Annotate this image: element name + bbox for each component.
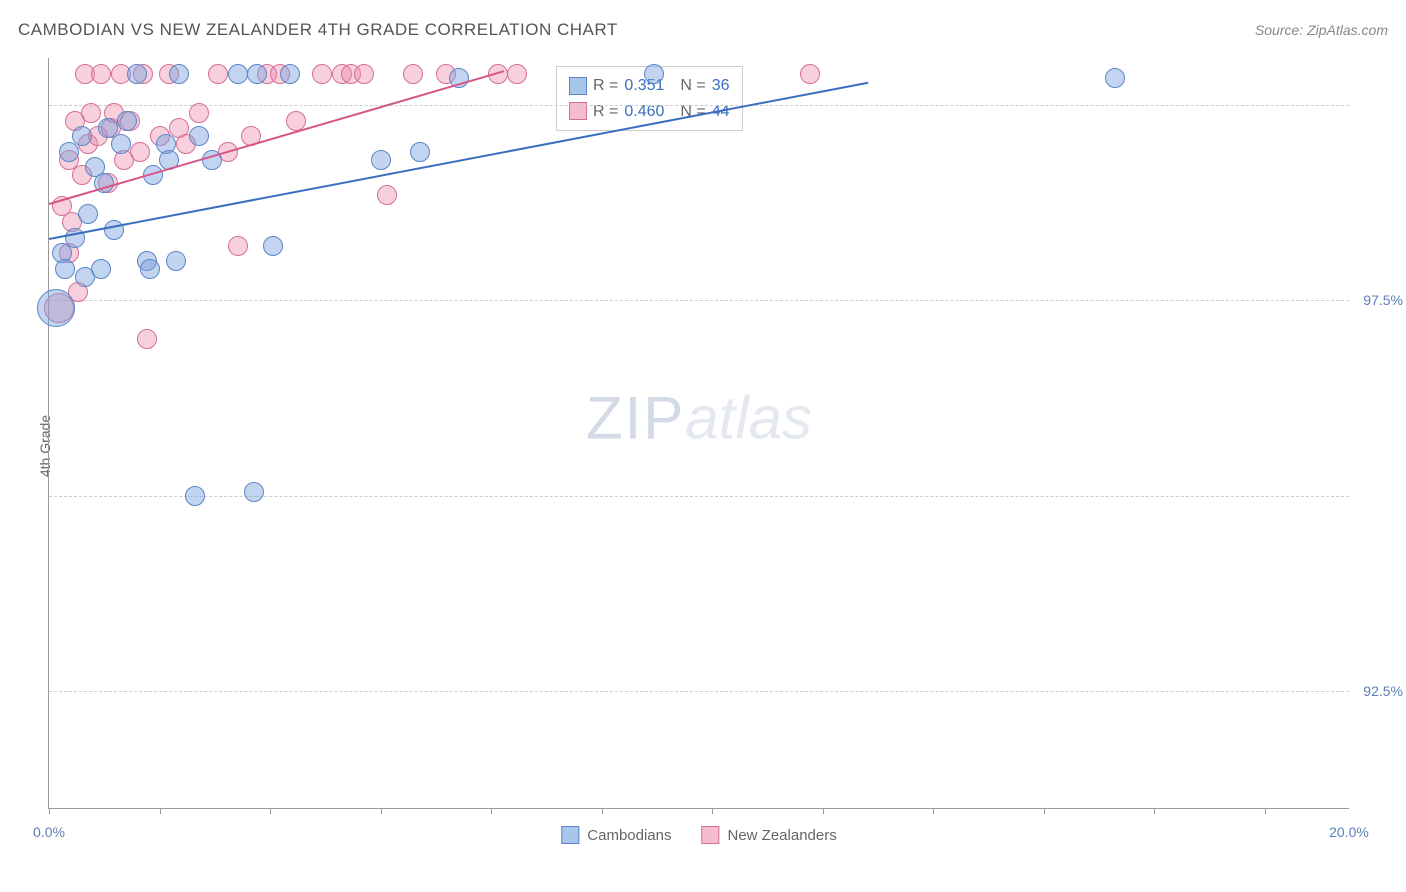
series-legend-item: Cambodians xyxy=(561,826,671,844)
data-point xyxy=(91,259,111,279)
chart-source: Source: ZipAtlas.com xyxy=(1255,22,1388,38)
watermark-atlas: atlas xyxy=(685,385,812,452)
x-tick xyxy=(381,808,382,814)
legend-r-label: R = xyxy=(593,73,618,99)
legend-row: R = 0.460N = 44 xyxy=(569,99,730,125)
grid-line xyxy=(49,691,1349,692)
chart-header: CAMBODIAN VS NEW ZEALANDER 4TH GRADE COR… xyxy=(18,20,1388,40)
x-tick xyxy=(712,808,713,814)
x-tick-label: 20.0% xyxy=(1329,824,1369,840)
x-tick xyxy=(1044,808,1045,814)
x-tick xyxy=(49,808,50,814)
legend-swatch xyxy=(702,826,720,844)
x-tick xyxy=(491,808,492,814)
grid-line xyxy=(49,105,1349,106)
series-label: Cambodians xyxy=(587,827,671,844)
watermark: ZIPatlas xyxy=(586,384,812,453)
data-point xyxy=(78,204,98,224)
data-point xyxy=(81,103,101,123)
legend-swatch xyxy=(569,77,587,95)
data-point xyxy=(208,64,228,84)
data-point xyxy=(169,64,189,84)
x-tick xyxy=(602,808,603,814)
data-point xyxy=(286,111,306,131)
y-tick-label: 92.5% xyxy=(1353,683,1403,699)
data-point xyxy=(185,486,205,506)
x-tick-label: 0.0% xyxy=(33,824,65,840)
data-point xyxy=(228,236,248,256)
series-legend-item: New Zealanders xyxy=(702,826,837,844)
data-point xyxy=(644,64,664,84)
x-tick xyxy=(1265,808,1266,814)
data-point xyxy=(189,126,209,146)
data-point xyxy=(280,64,300,84)
plot-area: ZIPatlas R = 0.351N = 36R = 0.460N = 44 … xyxy=(48,58,1349,809)
data-point xyxy=(130,142,150,162)
data-point xyxy=(166,251,186,271)
data-point xyxy=(247,64,267,84)
data-point xyxy=(403,64,423,84)
chart-title: CAMBODIAN VS NEW ZEALANDER 4TH GRADE COR… xyxy=(18,20,618,40)
data-point xyxy=(140,259,160,279)
data-point xyxy=(104,220,124,240)
x-tick xyxy=(160,808,161,814)
y-tick-label: 97.5% xyxy=(1353,292,1403,308)
data-point xyxy=(800,64,820,84)
x-tick xyxy=(270,808,271,814)
data-point xyxy=(507,64,527,84)
data-point xyxy=(111,134,131,154)
data-point xyxy=(91,64,111,84)
x-tick xyxy=(1154,808,1155,814)
data-point xyxy=(127,64,147,84)
data-point xyxy=(371,150,391,170)
grid-line xyxy=(49,300,1349,301)
legend-n-label: N = xyxy=(680,73,705,99)
data-point xyxy=(354,64,374,84)
watermark-zip: ZIP xyxy=(586,385,685,452)
series-legend: Cambodians New Zealanders xyxy=(561,826,836,844)
legend-r-label: R = xyxy=(593,99,618,125)
legend-n-value: 36 xyxy=(712,73,730,99)
data-point xyxy=(55,259,75,279)
data-point xyxy=(410,142,430,162)
series-label: New Zealanders xyxy=(728,827,837,844)
data-point xyxy=(37,289,75,327)
data-point xyxy=(189,103,209,123)
legend-n-label: N = xyxy=(680,99,705,125)
data-point xyxy=(228,64,248,84)
legend-swatch xyxy=(561,826,579,844)
x-tick xyxy=(933,808,934,814)
data-point xyxy=(312,64,332,84)
data-point xyxy=(377,185,397,205)
data-point xyxy=(117,111,137,131)
data-point xyxy=(137,329,157,349)
x-tick xyxy=(823,808,824,814)
legend-r-value: 0.460 xyxy=(624,99,664,125)
data-point xyxy=(72,126,92,146)
data-point xyxy=(244,482,264,502)
data-point xyxy=(1105,68,1125,88)
data-point xyxy=(263,236,283,256)
